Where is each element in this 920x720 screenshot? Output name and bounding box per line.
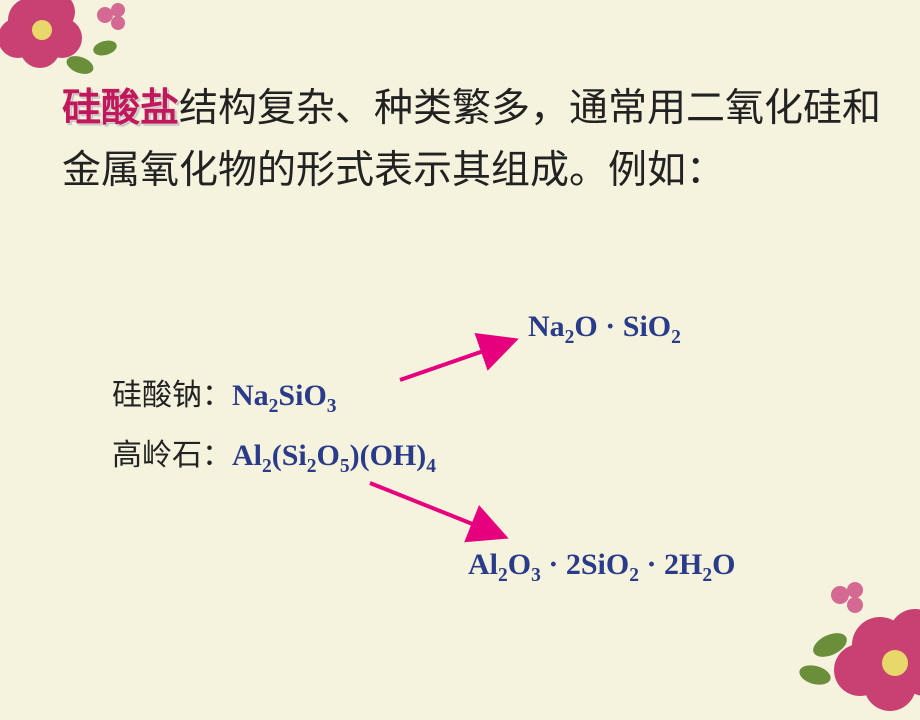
highlight-term: 硅酸盐	[62, 87, 179, 130]
arrow-down-icon	[365, 475, 525, 555]
flower-bottom-right	[770, 555, 920, 720]
body-text: 结构复杂、种类繁多，通常用二氧化硅和金属氧化物的形式表示其组成。例如：	[62, 87, 881, 192]
label-sodium-silicate: 硅酸钠：	[112, 379, 232, 412]
formula-na2o-sio2: Na2O · SiO2	[528, 310, 681, 349]
label-kaolinite: 高岭石：	[112, 439, 232, 472]
row-sodium-silicate: 硅酸钠：Na2SiO3	[112, 370, 337, 418]
arrow-up-icon	[395, 330, 535, 390]
row-kaolinite: 高岭石：Al2(Si2O5)(OH)4	[112, 430, 436, 478]
formula-al2o3-2sio2-2h2o: Al2O3 · 2SiO2 · 2H2O	[468, 548, 735, 587]
main-paragraph: 硅酸盐结构复杂、种类繁多，通常用二氧化硅和金属氧化物的形式表示其组成。例如：	[62, 78, 882, 203]
